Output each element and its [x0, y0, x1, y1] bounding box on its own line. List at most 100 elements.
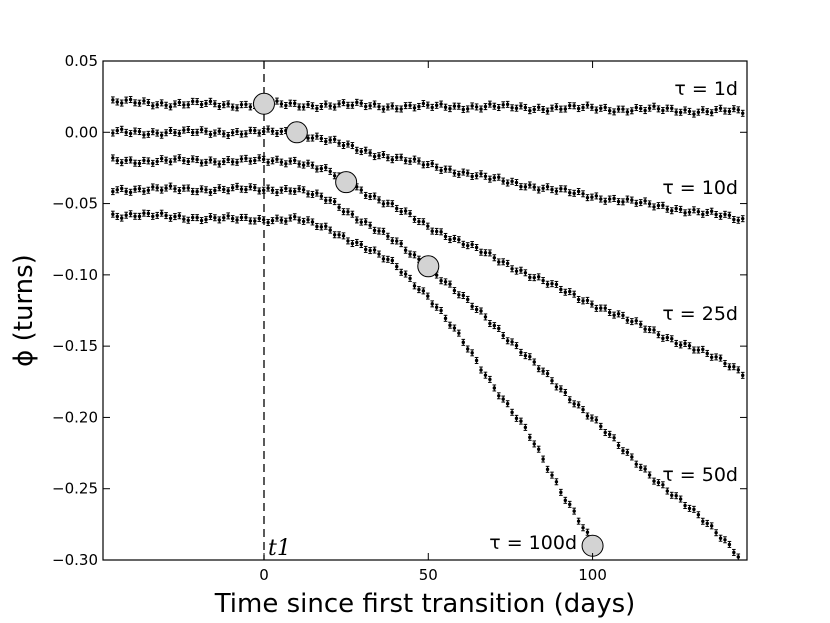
data-point: [363, 218, 368, 226]
data-point: [408, 274, 412, 282]
t1-label: t1: [268, 536, 291, 561]
data-point: [563, 105, 568, 113]
data-point: [257, 154, 262, 162]
data-point: [115, 186, 120, 194]
data-point: [186, 101, 191, 109]
data-point: [612, 434, 616, 442]
data-point: [452, 324, 457, 332]
data-point: [248, 157, 253, 165]
y-tick-label: −0.05: [52, 195, 98, 213]
data-point: [656, 105, 661, 113]
data-point: [292, 99, 297, 107]
data-point: [328, 226, 333, 234]
data-point: [368, 247, 372, 255]
data-point: [638, 463, 643, 471]
data-point: [115, 98, 120, 106]
data-point: [279, 216, 284, 224]
data-point: [692, 505, 696, 513]
data-point: [394, 153, 399, 161]
data-point: [727, 211, 732, 219]
data-point: [226, 100, 230, 108]
data-point: [137, 185, 142, 193]
data-point: [692, 110, 696, 118]
data-point: [514, 267, 519, 275]
data-point: [723, 210, 727, 218]
data-point: [377, 250, 381, 258]
data-point: [394, 105, 399, 113]
data-point: [532, 358, 537, 366]
data-point: [541, 455, 545, 463]
data-point: [692, 206, 696, 214]
data-point: [377, 103, 381, 111]
data-point: [341, 142, 346, 150]
data-point: [226, 212, 230, 220]
data-point: [559, 185, 563, 193]
data-point: [643, 465, 647, 473]
data-point: [581, 406, 585, 414]
data-point: [208, 97, 213, 105]
data-point: [643, 107, 647, 115]
data-point: [142, 187, 146, 195]
data-point: [332, 172, 337, 180]
data-point: [683, 339, 687, 347]
data-point: [111, 96, 115, 104]
data-point: [235, 128, 239, 136]
data-point: [208, 156, 213, 164]
transition-marker: [417, 255, 440, 278]
data-point: [638, 320, 643, 328]
data-point: [350, 101, 355, 109]
data-point: [372, 226, 377, 234]
data-point: [452, 234, 457, 242]
data-point: [519, 102, 523, 110]
data-point: [137, 128, 142, 136]
data-point: [150, 102, 155, 110]
data-point: [430, 160, 435, 168]
data-point: [381, 105, 386, 113]
data-point: [576, 401, 581, 409]
data-point: [536, 103, 541, 111]
data-point: [723, 536, 727, 544]
data-point: [638, 199, 643, 207]
data-point: [496, 173, 501, 181]
data-point: [297, 160, 301, 168]
data-point: [217, 216, 222, 224]
data-point: [257, 129, 262, 137]
data-point: [168, 182, 173, 190]
data-point: [448, 105, 452, 113]
data-point: [594, 416, 599, 424]
data-point: [230, 184, 235, 192]
data-point: [168, 103, 173, 111]
data-point: [417, 218, 421, 226]
data-point: [714, 529, 718, 537]
data-point: [647, 104, 652, 112]
data-point: [399, 240, 403, 248]
data-point: [146, 186, 151, 194]
data-point: [425, 101, 430, 109]
data-point: [213, 214, 217, 222]
data-point: [266, 218, 270, 226]
data-point: [607, 308, 612, 316]
data-point: [230, 215, 235, 223]
data-point: [301, 186, 306, 194]
data-point: [479, 248, 483, 256]
data-point: [372, 246, 377, 254]
data-point: [661, 334, 665, 342]
data-point: [124, 128, 128, 136]
data-point: [563, 185, 568, 193]
data-point: [488, 175, 492, 183]
data-point: [408, 250, 412, 258]
data-point: [386, 232, 390, 240]
data-point: [230, 129, 235, 137]
data-point: [496, 258, 501, 266]
data-point: [155, 129, 160, 137]
data-point: [244, 100, 248, 108]
data-point: [505, 179, 510, 187]
data-point: [235, 182, 239, 190]
data-point: [310, 102, 315, 110]
data-point: [284, 160, 288, 168]
data-point: [452, 102, 457, 110]
data-point: [705, 349, 710, 357]
data-point: [669, 207, 674, 215]
data-point: [390, 200, 395, 208]
data-point: [692, 346, 696, 354]
